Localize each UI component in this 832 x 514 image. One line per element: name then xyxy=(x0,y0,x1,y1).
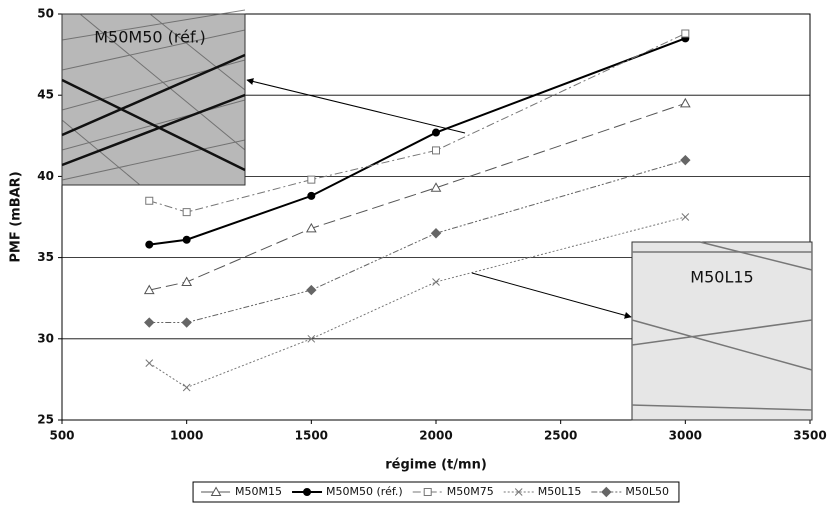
point xyxy=(681,99,690,107)
inset-label: M50M50 (réf.) xyxy=(94,28,206,47)
point xyxy=(433,278,440,285)
x-tick-label: 500 xyxy=(49,429,74,443)
point xyxy=(308,176,315,183)
x-axis-title: régime (t/mn) xyxy=(385,458,487,473)
x-tick-label: 2500 xyxy=(544,429,577,443)
point xyxy=(433,129,440,136)
point xyxy=(183,236,190,243)
y-tick-label: 40 xyxy=(37,169,54,183)
inset-image: M50M50 (réf.) xyxy=(62,10,245,185)
point xyxy=(146,360,153,367)
legend-label: M50L50 xyxy=(625,485,669,498)
x-tick-label: 3000 xyxy=(669,429,702,443)
point xyxy=(146,241,153,248)
legend-label: M50M75 xyxy=(447,485,494,498)
point xyxy=(424,489,431,496)
annotation-arrow xyxy=(247,80,465,133)
legend-label: M50L15 xyxy=(538,485,582,498)
point xyxy=(182,318,191,327)
point xyxy=(146,197,153,204)
y-tick-label: 50 xyxy=(37,7,54,21)
y-axis-title: PMF (mBAR) xyxy=(9,171,24,262)
point xyxy=(432,229,441,238)
annotation-arrow xyxy=(472,273,631,317)
inset-label: M50L15 xyxy=(690,268,753,287)
legend-label: M50M15 xyxy=(235,485,282,498)
x-tick-label: 3500 xyxy=(793,429,826,443)
y-tick-label: 30 xyxy=(37,331,54,345)
x-tick-label: 1000 xyxy=(170,429,203,443)
legend-label: M50M50 (réf.) xyxy=(326,485,403,498)
chart: 253035404550500100015002000250030003500 … xyxy=(0,0,832,514)
point xyxy=(682,30,689,37)
inset-image: M50L15 xyxy=(632,242,812,420)
point xyxy=(681,156,690,165)
y-tick-label: 35 xyxy=(37,250,54,264)
point xyxy=(304,489,311,496)
legend: M50M15 M50M50 (réf.) M50M75 M50L15 M50L50 xyxy=(193,482,679,502)
series-line xyxy=(149,217,685,388)
y-tick-label: 45 xyxy=(37,88,54,102)
point xyxy=(307,286,316,295)
point xyxy=(433,147,440,154)
point xyxy=(308,192,315,199)
y-tick-label: 25 xyxy=(37,413,54,427)
x-tick-label: 2000 xyxy=(419,429,452,443)
point xyxy=(183,209,190,216)
point xyxy=(182,277,191,285)
point xyxy=(682,214,689,221)
x-tick-label: 1500 xyxy=(295,429,328,443)
point xyxy=(307,224,316,232)
point xyxy=(145,318,154,327)
point xyxy=(183,384,190,391)
point xyxy=(432,183,441,191)
